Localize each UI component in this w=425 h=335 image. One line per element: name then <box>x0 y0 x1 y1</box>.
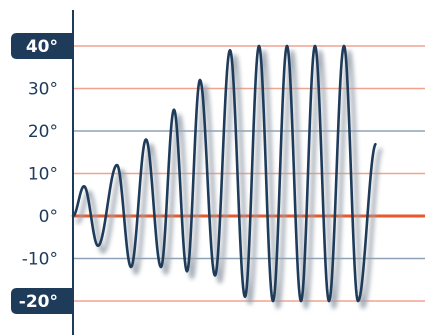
y-tick-neg10: -10° <box>22 250 58 270</box>
y-tick-neg20: -20° <box>11 288 73 314</box>
y-tick-20: 20° <box>28 122 58 142</box>
y-tick-40: 40° <box>11 33 73 59</box>
y-tick-10: 10° <box>28 165 58 185</box>
y-tick-label: -10° <box>22 250 58 270</box>
y-tick-label: 30° <box>28 80 58 100</box>
y-tick-30: 30° <box>28 80 58 100</box>
y-tick-label: 10° <box>28 165 58 185</box>
y-tick-badge <box>11 33 73 59</box>
y-tick-label: 0° <box>39 207 58 227</box>
y-tick-label: -20° <box>19 292 58 312</box>
wave-series <box>71 44 383 309</box>
y-tick-label: 20° <box>28 122 58 142</box>
y-tick-labels: 40° 30° 20° 10° 0° -10° -20° <box>11 33 73 314</box>
wave-line <box>71 44 377 303</box>
wave-shadow <box>76 50 383 309</box>
y-tick-badge <box>11 288 73 314</box>
y-tick-label: 40° <box>26 37 58 57</box>
y-tick-0: 0° <box>39 207 58 227</box>
